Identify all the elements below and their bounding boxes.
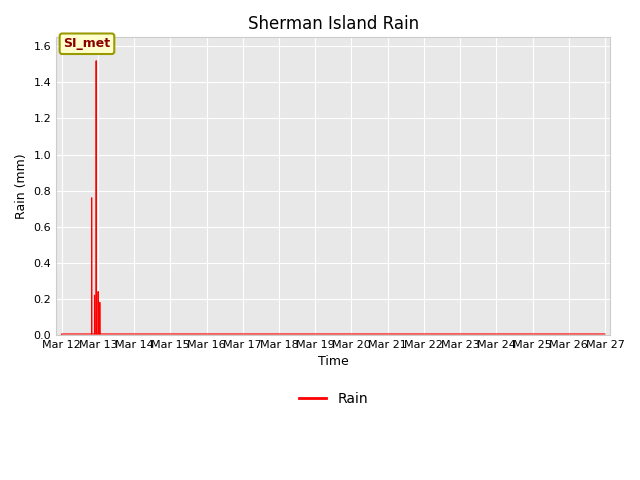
Legend: Rain: Rain [293, 386, 374, 411]
Title: Sherman Island Rain: Sherman Island Rain [248, 15, 419, 33]
X-axis label: Time: Time [318, 355, 349, 368]
Text: SI_met: SI_met [63, 37, 111, 50]
Y-axis label: Rain (mm): Rain (mm) [15, 153, 28, 219]
